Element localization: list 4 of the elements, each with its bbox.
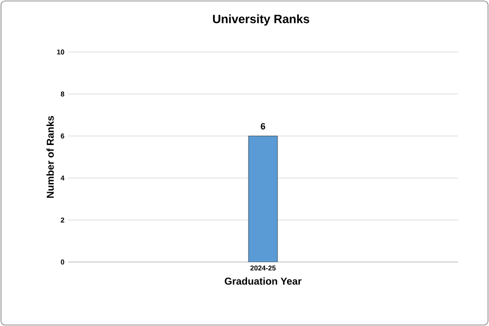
chart-title: University Ranks	[213, 14, 310, 26]
y-axis-title: Number of Ranks	[46, 116, 54, 198]
x-axis-title: Graduation Year	[224, 277, 302, 285]
data-label: 6	[260, 123, 266, 130]
